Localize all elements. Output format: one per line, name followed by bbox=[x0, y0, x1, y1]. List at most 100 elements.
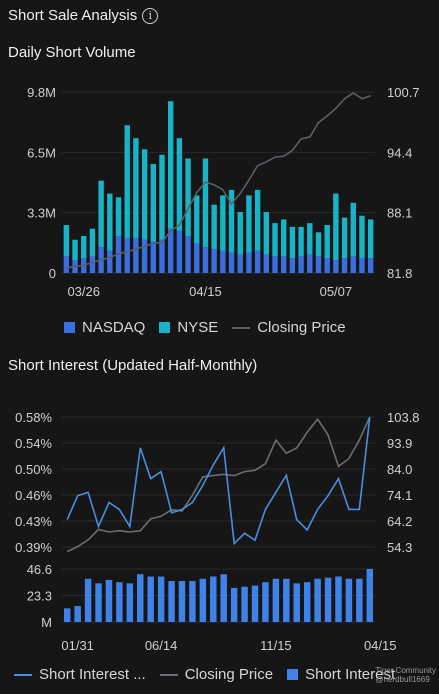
bar-nasdaq bbox=[359, 258, 365, 273]
y-tick-label-right: 103.8 bbox=[387, 410, 420, 425]
bar-nasdaq bbox=[220, 250, 226, 273]
bar-nyse bbox=[63, 224, 70, 257]
closing-price-swatch-2 bbox=[159, 673, 178, 676]
short-interest-bar bbox=[251, 585, 259, 622]
y-tick-label-left: 0.54% bbox=[15, 436, 52, 451]
bar-nasdaq bbox=[315, 256, 322, 273]
bar-nasdaq bbox=[107, 250, 113, 273]
legend-item-nyse[interactable]: NYSE bbox=[159, 319, 218, 336]
bar-nasdaq bbox=[324, 258, 330, 273]
bar-nyse bbox=[341, 217, 348, 259]
bar-nyse bbox=[237, 212, 243, 255]
bar-nyse bbox=[281, 219, 287, 257]
nasdaq-swatch bbox=[64, 322, 75, 333]
closing-price-line bbox=[66, 416, 371, 553]
short-interest-bar bbox=[293, 583, 300, 622]
short-interest-bar bbox=[366, 569, 374, 622]
short-interest-bar bbox=[241, 586, 248, 622]
bar-nasdaq bbox=[254, 250, 261, 273]
watermark-line2: @nerdbull1669 bbox=[375, 675, 430, 684]
bar-nyse bbox=[272, 223, 278, 257]
bar-nasdaq bbox=[63, 256, 70, 273]
bar-nasdaq bbox=[246, 252, 252, 273]
y-tick-label-left: 6.5M bbox=[27, 145, 56, 160]
info-icon[interactable]: i bbox=[142, 7, 159, 24]
bar-nasdaq bbox=[228, 252, 235, 273]
short-interest-bar bbox=[147, 576, 154, 622]
y-tick-label-right: 64.2 bbox=[387, 514, 412, 529]
short-interest-bar bbox=[84, 578, 92, 622]
short-interest-bar bbox=[335, 576, 342, 622]
short-interest-bar bbox=[178, 581, 186, 622]
legend-item-closing-price-2[interactable]: Closing Price bbox=[159, 666, 274, 683]
bar-nasdaq bbox=[194, 243, 200, 273]
y-tick-label-left: 0.46% bbox=[15, 488, 52, 503]
legend-item-short-interest-line[interactable]: Short Interest ... bbox=[14, 666, 146, 683]
bar-nyse bbox=[81, 236, 87, 259]
x-tick-label: 04/15 bbox=[364, 638, 397, 653]
short-interest-bar bbox=[345, 578, 353, 622]
bar-nasdaq bbox=[289, 258, 296, 273]
bar-nyse bbox=[220, 195, 226, 251]
short-interest-line bbox=[66, 416, 371, 546]
bar-nyse bbox=[72, 239, 78, 261]
bar-tick-label: 46.6 bbox=[27, 562, 52, 577]
bar-nasdaq bbox=[124, 237, 130, 273]
bar-nasdaq bbox=[211, 248, 217, 273]
legend-item-short-interest-bars[interactable]: Short Interest bbox=[287, 666, 395, 683]
y-tick-label-right: 94.4 bbox=[387, 145, 412, 160]
short-interest-bar bbox=[168, 581, 175, 622]
bar-nasdaq bbox=[237, 254, 243, 273]
bar-nasdaq bbox=[167, 228, 174, 273]
bar-nyse bbox=[350, 202, 356, 257]
bar-nyse bbox=[133, 138, 139, 238]
bar-nasdaq bbox=[333, 260, 339, 273]
bar-tick-label: M bbox=[41, 615, 52, 630]
bar-nyse bbox=[194, 195, 200, 244]
short-interest-bar bbox=[220, 574, 227, 622]
bar-nasdaq bbox=[341, 258, 348, 273]
closing-price-swatch bbox=[232, 326, 251, 329]
short-interest-bar bbox=[137, 574, 144, 622]
legend-label-nyse: NYSE bbox=[177, 319, 219, 336]
short-interest-title: Short Interest (Updated Half-Monthly) bbox=[8, 357, 258, 374]
y-tick-label-right: 84.0 bbox=[387, 462, 412, 477]
y-tick-label-left: 0.50% bbox=[15, 462, 52, 477]
page-title: Short Sale Analysis i bbox=[8, 7, 159, 24]
bar-nyse bbox=[315, 232, 322, 257]
legend-label-nasdaq: NASDAQ bbox=[82, 319, 146, 336]
closing-price-line bbox=[66, 92, 371, 269]
legend-item-closing-price[interactable]: Closing Price bbox=[232, 319, 346, 336]
short-interest-bar bbox=[210, 576, 217, 622]
bar-nyse bbox=[167, 101, 174, 229]
bar-nyse bbox=[98, 180, 104, 248]
y-tick-label-right: 93.9 bbox=[387, 436, 412, 451]
bar-nyse bbox=[298, 226, 304, 257]
bar-nasdaq bbox=[367, 258, 374, 273]
bar-nasdaq bbox=[89, 256, 96, 273]
short-interest-bar bbox=[74, 606, 81, 622]
legend-item-nasdaq[interactable]: NASDAQ bbox=[64, 319, 145, 336]
bar-nyse bbox=[115, 197, 122, 237]
legend-label-closing-price-2: Closing Price bbox=[184, 666, 274, 683]
y-tick-label-right: 54.3 bbox=[387, 540, 412, 555]
bar-nyse bbox=[289, 226, 296, 259]
legend-short-interest: Short Interest ... Closing Price Short I… bbox=[0, 666, 439, 683]
bar-nyse bbox=[228, 189, 235, 253]
bar-nyse bbox=[89, 228, 96, 257]
bar-nyse bbox=[124, 125, 130, 238]
legend-label-closing-price: Closing Price bbox=[257, 319, 346, 336]
y-tick-label-left: 0.39% bbox=[15, 540, 52, 555]
bar-nasdaq bbox=[350, 256, 356, 273]
x-tick-label: 01/31 bbox=[61, 638, 94, 653]
bar-nasdaq bbox=[133, 237, 139, 273]
y-tick-label-left: 3.3M bbox=[27, 206, 56, 221]
short-interest-bar bbox=[199, 578, 207, 622]
y-tick-label-right: 81.8 bbox=[387, 266, 412, 281]
bar-nyse bbox=[254, 189, 261, 251]
bar-nasdaq bbox=[307, 254, 313, 273]
bar-nasdaq bbox=[263, 254, 270, 273]
y-tick-label-right: 88.1 bbox=[387, 206, 412, 221]
short-interest-bar bbox=[63, 608, 71, 622]
short-interest-bar bbox=[230, 587, 238, 622]
